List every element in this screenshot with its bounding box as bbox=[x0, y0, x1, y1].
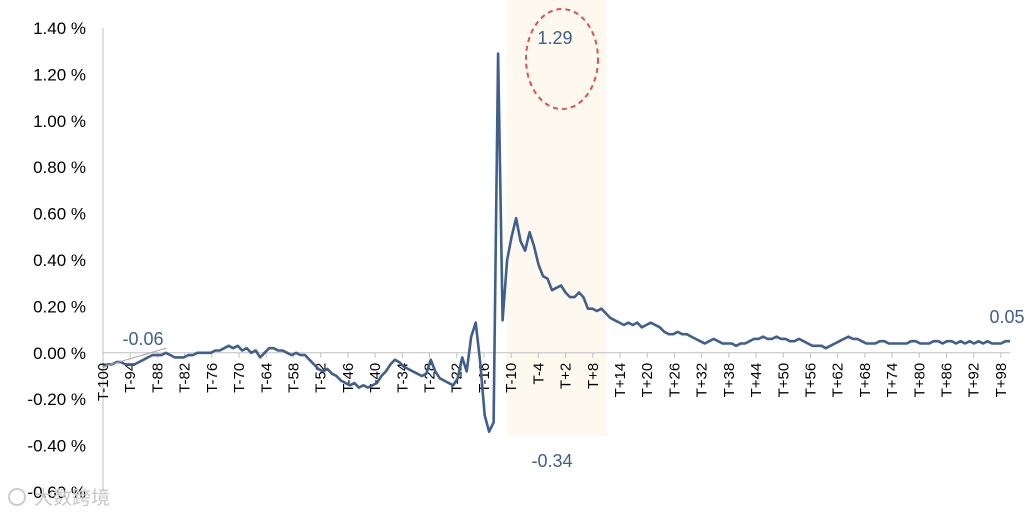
x-tick-label: T+62 bbox=[830, 363, 847, 398]
x-tick-label: T+44 bbox=[748, 363, 765, 398]
y-tick-label: -0.60 % bbox=[27, 483, 86, 502]
data-label: -0.34 bbox=[531, 451, 572, 471]
x-tick-label: T+8 bbox=[585, 363, 602, 389]
y-tick-label: 1.20 % bbox=[33, 65, 86, 84]
x-tick-label: T-82 bbox=[177, 363, 194, 393]
x-tick-label: T+86 bbox=[939, 363, 956, 398]
x-tick-label: T-34 bbox=[394, 363, 411, 393]
x-tick-label: T-28 bbox=[422, 363, 439, 393]
x-tick-label: T+92 bbox=[966, 363, 983, 398]
x-tick-label: T+56 bbox=[802, 363, 819, 398]
watermark-logo-icon bbox=[8, 488, 26, 506]
x-tick-label: T+50 bbox=[775, 363, 792, 398]
y-tick-label: 1.00 % bbox=[33, 112, 86, 131]
y-tick-label: -0.20 % bbox=[27, 390, 86, 409]
x-tick-label: T-100 bbox=[95, 363, 112, 401]
peak-highlight-circle bbox=[525, 8, 599, 110]
y-tick-label: 1.40 % bbox=[33, 19, 86, 38]
x-tick-label: T+20 bbox=[639, 363, 656, 398]
x-tick-label: T-58 bbox=[285, 363, 302, 393]
x-tick-label: T+98 bbox=[993, 363, 1010, 398]
x-tick-label: T-16 bbox=[476, 363, 493, 393]
x-tick-label: T-46 bbox=[340, 363, 357, 393]
x-tick-label: T+14 bbox=[612, 363, 629, 398]
x-tick-label: T+32 bbox=[694, 363, 711, 398]
x-tick-label: T-88 bbox=[149, 363, 166, 393]
y-tick-label: 0.40 % bbox=[33, 251, 86, 270]
x-tick-label: T-76 bbox=[204, 363, 221, 393]
data-label: -0.06 bbox=[122, 329, 163, 349]
x-tick-label: T-70 bbox=[231, 363, 248, 393]
x-tick-label: T-94 bbox=[122, 363, 139, 393]
x-tick-label: T-4 bbox=[530, 363, 547, 385]
x-tick-label: T-10 bbox=[503, 363, 520, 393]
data-label: 0.05 bbox=[989, 307, 1024, 327]
series-line-0 bbox=[102, 52, 1010, 434]
x-tick-label: T+2 bbox=[558, 363, 575, 389]
highlight-band bbox=[506, 0, 607, 436]
y-tick-label: 0.60 % bbox=[33, 205, 86, 224]
start-leader-line bbox=[102, 347, 167, 368]
watermark-text: 大数跨境 bbox=[34, 487, 110, 509]
x-tick-label: T+74 bbox=[884, 363, 901, 398]
y-tick-label: 0.00 % bbox=[33, 344, 86, 363]
x-tick-label: T+26 bbox=[666, 363, 683, 398]
x-tick-label: T-64 bbox=[258, 363, 275, 393]
y-tick-label: 0.80 % bbox=[33, 158, 86, 177]
x-tick-label: T+68 bbox=[857, 363, 874, 398]
x-tick-label: T+80 bbox=[911, 363, 928, 398]
y-tick-label: 0.20 % bbox=[33, 297, 86, 316]
x-tick-label: T+38 bbox=[721, 363, 738, 398]
y-tick-label: -0.40 % bbox=[27, 437, 86, 456]
data-label: 1.29 bbox=[537, 28, 572, 48]
